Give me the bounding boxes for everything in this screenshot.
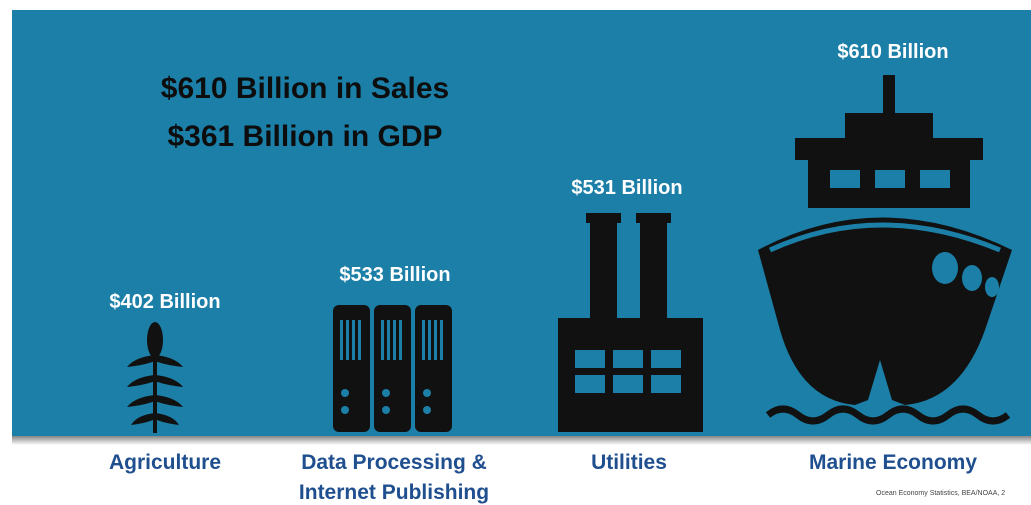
panel-shadow xyxy=(12,435,1031,445)
headline: $361 Billion in GDP xyxy=(167,120,442,153)
value-label: $610 Billion xyxy=(837,41,948,63)
category-label: Internet Publishing xyxy=(299,481,489,504)
category-label: Utilities xyxy=(591,451,667,474)
value-label: $531 Billion xyxy=(571,177,682,199)
value-label: $533 Billion xyxy=(339,264,450,286)
infographic: $610 Billion in Sales $361 Billion in GD… xyxy=(0,0,1031,505)
source-note: Ocean Economy Statistics, BEA/NOAA, 2 xyxy=(876,490,1005,497)
headline: $610 Billion in Sales xyxy=(161,72,449,105)
category-label: Agriculture xyxy=(109,451,221,474)
category-label: Marine Economy xyxy=(809,451,977,474)
category-label: Data Processing & xyxy=(301,451,487,474)
server-icon xyxy=(333,305,452,432)
page: $610 Billion in Sales $361 Billion in GD… xyxy=(0,0,1031,505)
value-label: $402 Billion xyxy=(109,291,220,313)
